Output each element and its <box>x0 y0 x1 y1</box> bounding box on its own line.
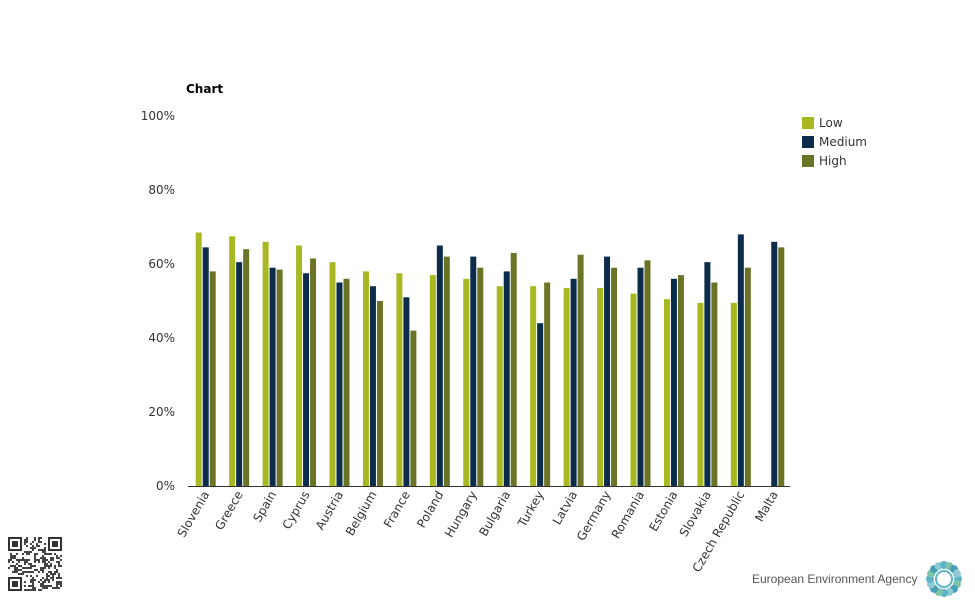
bar-medium-slovakia[interactable] <box>704 262 711 486</box>
x-tick-label: Slovenia <box>175 489 213 540</box>
bar-low-germany[interactable] <box>597 288 604 486</box>
chart-title: Chart <box>186 82 224 96</box>
bar-medium-belgium[interactable] <box>369 286 376 486</box>
bar-medium-cyprus[interactable] <box>303 273 310 486</box>
x-tick-label: Romania <box>609 489 647 541</box>
bar-low-spain[interactable] <box>262 241 269 486</box>
bar-medium-slovenia[interactable] <box>202 247 209 486</box>
x-tick-label: Malta <box>752 489 781 525</box>
legend: Low Medium High <box>802 113 867 170</box>
bar-medium-germany[interactable] <box>604 256 611 486</box>
y-tick-label: 40% <box>148 331 175 345</box>
bar-low-slovakia[interactable] <box>697 302 704 486</box>
bar-low-estonia[interactable] <box>663 299 670 486</box>
bar-medium-romania[interactable] <box>637 267 644 486</box>
x-tick-label: Austria <box>313 489 346 533</box>
bar-low-romania[interactable] <box>630 293 637 486</box>
qr-code-icon[interactable] <box>8 537 62 591</box>
bar-low-cyprus[interactable] <box>296 245 303 487</box>
bar-high-czech-republic[interactable] <box>744 267 751 486</box>
bar-medium-latvia[interactable] <box>570 278 577 486</box>
x-tick-label: Belgium <box>343 489 380 539</box>
x-tick-label: Greece <box>212 489 245 533</box>
bar-low-greece[interactable] <box>229 236 236 486</box>
x-tick-label: Spain <box>250 489 279 525</box>
bar-low-slovenia[interactable] <box>195 232 202 486</box>
bar-low-austria[interactable] <box>329 262 336 486</box>
legend-item-low[interactable]: Low <box>802 113 867 132</box>
legend-item-high[interactable]: High <box>802 151 867 170</box>
bar-high-slovakia[interactable] <box>711 282 718 487</box>
bar-high-belgium[interactable] <box>376 301 383 486</box>
y-tick-label: 60% <box>148 257 175 271</box>
bar-high-malta[interactable] <box>778 247 785 486</box>
bar-medium-turkey[interactable] <box>537 323 544 486</box>
bar-high-france[interactable] <box>410 330 417 486</box>
x-tick-label: Turkey <box>515 489 547 531</box>
y-tick-label: 20% <box>148 405 175 419</box>
bar-medium-france[interactable] <box>403 297 410 486</box>
legend-swatch-low <box>802 116 814 129</box>
bar-medium-malta[interactable] <box>771 241 778 486</box>
bar-medium-poland[interactable] <box>436 245 443 487</box>
bar-high-austria[interactable] <box>343 278 350 486</box>
bar-high-estonia[interactable] <box>677 275 684 486</box>
bar-high-germany[interactable] <box>611 267 618 486</box>
bar-medium-greece[interactable] <box>236 262 243 486</box>
legend-label-high: High <box>819 153 847 168</box>
axes: 0% 20% 40% 60% 80% 100% <box>141 109 790 493</box>
bar-low-hungary[interactable] <box>463 278 470 486</box>
eea-brand-name: European Environment Agency <box>752 572 918 586</box>
bar-low-france[interactable] <box>396 273 403 486</box>
bar-low-bulgaria[interactable] <box>496 286 503 486</box>
bar-high-cyprus[interactable] <box>310 258 317 486</box>
bar-medium-spain[interactable] <box>269 267 276 486</box>
bar-high-slovenia[interactable] <box>209 271 216 486</box>
bar-medium-bulgaria[interactable] <box>503 271 510 486</box>
eea-logo-icon <box>926 561 963 597</box>
x-tick-label: France <box>381 489 413 531</box>
x-tick-label: Slovakia <box>677 489 714 540</box>
bar-low-latvia[interactable] <box>563 288 570 486</box>
bar-medium-austria[interactable] <box>336 282 343 487</box>
x-tick-label: Cyprus <box>280 489 313 532</box>
legend-swatch-high <box>802 154 814 167</box>
legend-swatch-medium <box>802 135 814 148</box>
bar-low-poland[interactable] <box>429 275 436 486</box>
bar-high-hungary[interactable] <box>477 267 484 486</box>
bar-medium-czech-republic[interactable] <box>737 234 744 486</box>
legend-label-medium: Medium <box>819 134 867 149</box>
x-tick-label: Bulgaria <box>476 489 513 539</box>
bar-high-greece[interactable] <box>243 249 250 486</box>
x-tick-label: Hungary <box>442 489 480 540</box>
x-tick-label: Latvia <box>550 489 580 528</box>
bar-high-romania[interactable] <box>644 260 651 486</box>
y-tick-label: 80% <box>148 183 175 197</box>
bar-low-turkey[interactable] <box>530 286 537 486</box>
bar-medium-estonia[interactable] <box>670 278 677 486</box>
bar-low-czech-republic[interactable] <box>730 302 737 486</box>
legend-label-low: Low <box>819 115 843 130</box>
bar-high-poland[interactable] <box>443 256 450 486</box>
x-tick-label: Estonia <box>646 489 680 534</box>
y-tick-label: 0% <box>156 479 175 493</box>
x-tick-label: Germany <box>574 489 614 544</box>
x-tick-label: Poland <box>414 489 446 531</box>
bar-high-bulgaria[interactable] <box>510 252 517 486</box>
bar-low-belgium[interactable] <box>362 271 369 486</box>
bar-high-spain[interactable] <box>276 269 283 486</box>
bar-medium-hungary[interactable] <box>470 256 477 486</box>
bars <box>195 232 785 487</box>
bar-high-turkey[interactable] <box>544 282 551 487</box>
eea-branding[interactable]: European Environment Agency <box>752 558 965 600</box>
y-tick-label: 100% <box>141 109 175 123</box>
bar-high-latvia[interactable] <box>577 254 584 486</box>
legend-item-medium[interactable]: Medium <box>802 132 867 151</box>
